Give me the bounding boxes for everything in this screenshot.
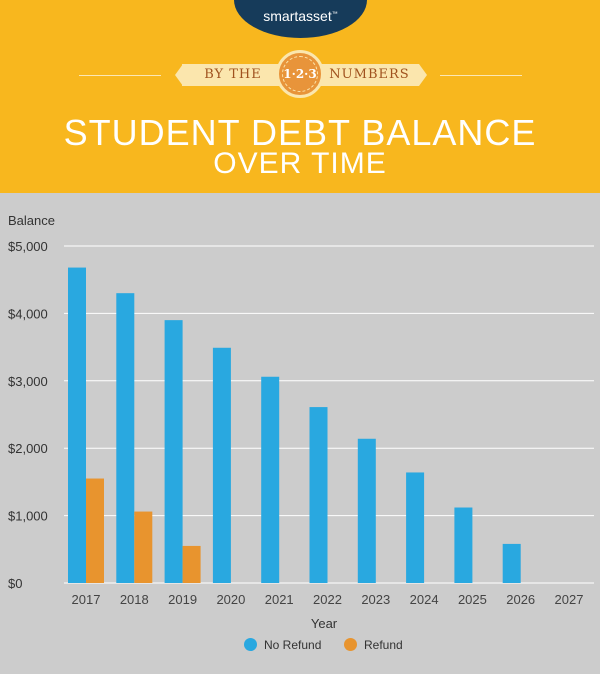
x-tick-label-2024: 2024: [410, 592, 439, 607]
y-tick-label-4000: $4,000: [8, 306, 48, 321]
x-tick-label-2022: 2022: [313, 592, 342, 607]
x-tick-label-2017: 2017: [72, 592, 101, 607]
ribbon-left-text: BY THE: [182, 64, 284, 86]
bar-no-refund-2023: [357, 438, 376, 583]
brand-logo-text: smartasset: [263, 8, 332, 24]
bar-no-refund-2017: [68, 267, 86, 583]
y-tick-label-3000: $3,000: [8, 374, 48, 389]
x-tick-label-2023: 2023: [361, 592, 390, 607]
legend-item-refund: Refund: [344, 638, 403, 654]
brand-logo: smartasset™: [234, 8, 367, 24]
bar-no-refund-2026: [502, 543, 521, 583]
brand-logo-trademark: ™: [331, 11, 338, 18]
bar-no-refund-2024: [406, 472, 425, 583]
y-axis-label: Balance: [8, 213, 55, 228]
chart-title-line2: OVER TIME: [213, 147, 387, 180]
bar-no-refund-2021: [261, 376, 280, 583]
chart-title-line1: STUDENT DEBT BALANCE: [63, 112, 537, 153]
x-tick-label-2021: 2021: [265, 592, 294, 607]
numbers-badge-label: 1·2·3: [282, 56, 318, 92]
ribbon-right-text: NUMBERS: [320, 64, 419, 86]
header-banner: smartasset™ BY THE NUMBERS 1·2·3 STUDENT…: [0, 0, 600, 193]
x-tick-label-2020: 2020: [216, 592, 245, 607]
bar-chart: $0 $1,000 $2,000 $3,000 $4,000 $5,000 2017 2018…: [8, 239, 594, 607]
header-rule-left: [79, 75, 161, 76]
x-axis-label: Year: [310, 616, 338, 631]
legend-swatch-refund: [344, 638, 357, 651]
bar-no-refund-2020: [212, 347, 231, 583]
y-tick-label-0: $0: [8, 576, 22, 591]
y-tick-label-1000: $1,000: [8, 509, 48, 524]
legend-label-no-refund: No Refund: [264, 638, 322, 652]
x-tick-label-2025: 2025: [458, 592, 487, 607]
header-rule-right: [440, 75, 522, 76]
ribbon-tail-left: [175, 64, 183, 86]
x-tick-label-2026: 2026: [506, 592, 535, 607]
numbers-badge: 1·2·3: [276, 50, 324, 98]
bar-refund-2019: [182, 545, 201, 583]
bar-refund-2017: [86, 478, 104, 583]
y-tick-label-5000: $5,000: [8, 239, 48, 254]
x-tick-label-2027: 2027: [555, 592, 584, 607]
legend-label-refund: Refund: [364, 638, 403, 652]
x-tick-label-2018: 2018: [120, 592, 149, 607]
bar-refund-2018: [134, 511, 153, 583]
legend-swatch-no-refund: [244, 638, 257, 651]
y-tick-label-2000: $2,000: [8, 441, 48, 456]
bar-no-refund-2022: [309, 407, 328, 583]
ribbon-tail-right: [419, 64, 427, 86]
x-tick-label-2019: 2019: [168, 592, 197, 607]
bar-no-refund-2025: [454, 507, 473, 583]
bar-no-refund-2018: [116, 293, 135, 583]
bar-no-refund-2019: [164, 320, 183, 583]
legend-item-no-refund: No Refund: [244, 638, 321, 654]
